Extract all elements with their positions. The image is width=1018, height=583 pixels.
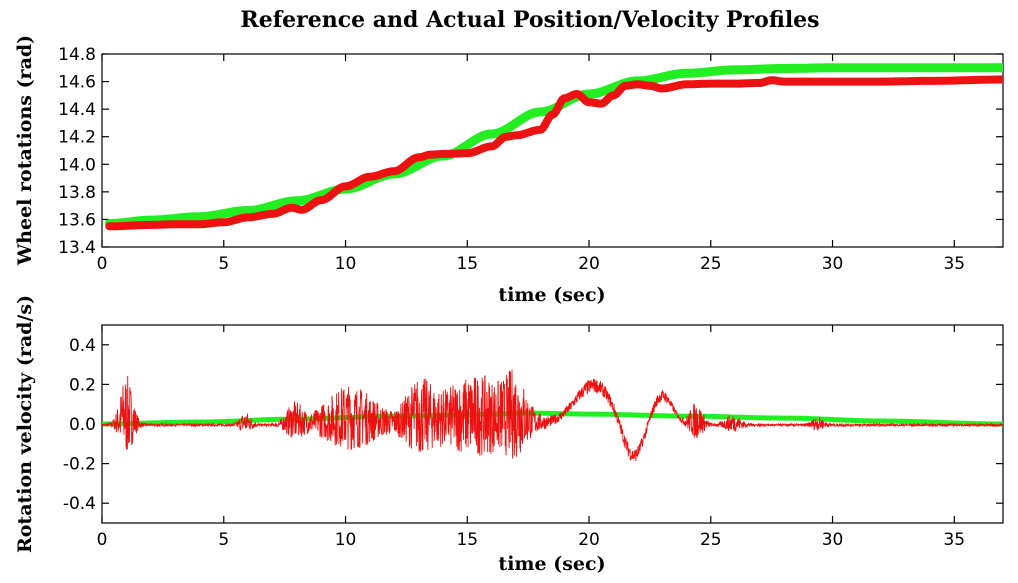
x-tick-label: 25: [700, 254, 722, 274]
chart-title: Reference and Actual Position/Velocity P…: [240, 7, 819, 33]
y-tick-label: 14.6: [58, 73, 96, 93]
x-tick-label: 0: [97, 530, 108, 550]
y-tick-label: 14.2: [58, 128, 96, 148]
reference-velocity-line: [102, 410, 1003, 427]
x-tick-label: 5: [218, 254, 229, 274]
series-group: [102, 369, 1003, 462]
velocity-panel: 0 5 10 15 20 25 30 35 -0.4 -0.2 0.0 0.2 0.4 time (se…: [14, 295, 1004, 575]
y-tick-label: 14.0: [58, 155, 96, 175]
y-tick-label: 13.4: [58, 238, 96, 258]
position-x-axis-label: time (sec): [498, 284, 605, 306]
x-tick-label: 30: [822, 530, 844, 550]
position-y-axis-label: Wheel rotations (rad): [14, 35, 36, 266]
velocity-y-axis-label: Rotation velocity (rad/s): [14, 295, 36, 553]
x-tick-label: 15: [456, 530, 478, 550]
position-series: [104, 63, 1003, 231]
y-tick-label: 14.4: [58, 100, 96, 120]
y-tick-label: 13.8: [58, 183, 96, 203]
y-tick-label: 0.4: [69, 336, 96, 356]
x-tick-label: 10: [335, 530, 357, 550]
y-tick-label: -0.2: [63, 455, 96, 475]
series-group: [104, 63, 1003, 231]
x-tick-label: 35: [943, 254, 965, 274]
y-tick-label: 0.0: [69, 415, 96, 435]
velocity-series: [102, 369, 1003, 462]
x-tick-label: 35: [943, 530, 965, 550]
x-tick-label: 15: [456, 254, 478, 274]
x-tick-label: 20: [578, 254, 600, 274]
x-tick-label: 30: [822, 254, 844, 274]
x-tick-label: 25: [700, 530, 722, 550]
actual-velocity-line: [102, 369, 1003, 462]
velocity-axis-ticks: 0 5 10 15 20 25 30 35 -0.4 -0.2 0.0 0.2 0.4: [63, 325, 1003, 550]
velocity-x-axis-label: time (sec): [498, 553, 605, 575]
position-panel: 0 5 10 15 20 25 30 35 13.4 13.6 13.8 14.0 14.2 14.4 14…: [14, 35, 1004, 306]
reference-position-line: [104, 63, 1003, 229]
y-tick-label: 13.6: [58, 210, 96, 230]
position-plot-frame: [101, 53, 1004, 248]
y-tick-label: 0.2: [69, 375, 96, 395]
x-tick-label: 20: [578, 530, 600, 550]
position-axis-ticks: 0 5 10 15 20 25 30 35 13.4 13.6 13.8 14.0 14.2 14.4 14…: [58, 45, 1003, 274]
y-tick-label: -0.4: [63, 494, 96, 514]
x-tick-label: 0: [97, 254, 108, 274]
actual-position-line: [105, 75, 1003, 231]
x-tick-label: 10: [335, 254, 357, 274]
x-tick-label: 5: [218, 530, 229, 550]
y-tick-label: 14.8: [58, 45, 96, 65]
